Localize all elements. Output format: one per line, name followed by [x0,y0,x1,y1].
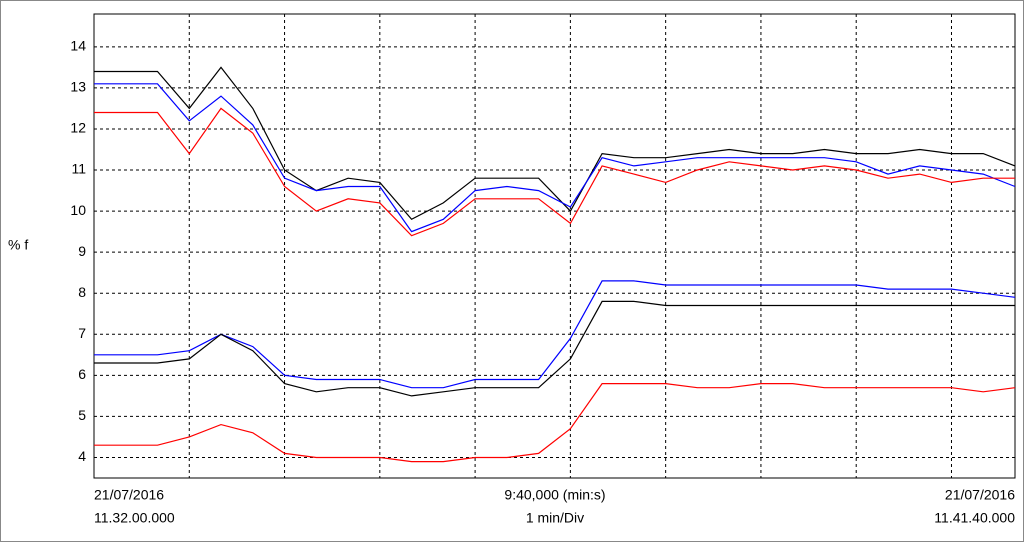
y-tick-label: 6 [78,366,86,382]
data-line [94,280,1016,389]
data-line [94,107,1015,237]
y-tick-label: 13 [70,79,86,95]
data-line [94,83,1016,233]
x-span: 9:40,000 (min:s) [504,487,605,503]
y-tick-label: 12 [70,120,86,136]
y-tick-label: 9 [78,243,86,259]
x-start-date: 21/07/2016 [94,487,164,503]
x-end-date: 21/07/2016 [945,487,1015,503]
y-tick-label: 5 [78,407,86,423]
x-start-time: 11.32.00.000 [94,510,175,526]
y-axis-label: % f [8,237,28,253]
y-tick-label: 8 [78,284,86,300]
y-tick-label: 10 [70,202,86,218]
data-line [94,66,1016,221]
y-tick-label: 7 [78,325,86,341]
y-tick-label: 14 [70,38,86,54]
x-scale: 1 min/Div [526,510,584,526]
y-tick-label: 4 [78,448,86,464]
data-line [94,383,1016,463]
data-line [94,300,1015,397]
x-end-time: 11.41.40.000 [934,510,1015,526]
y-tick-label: 11 [71,161,86,177]
plot-frame [93,13,1016,479]
